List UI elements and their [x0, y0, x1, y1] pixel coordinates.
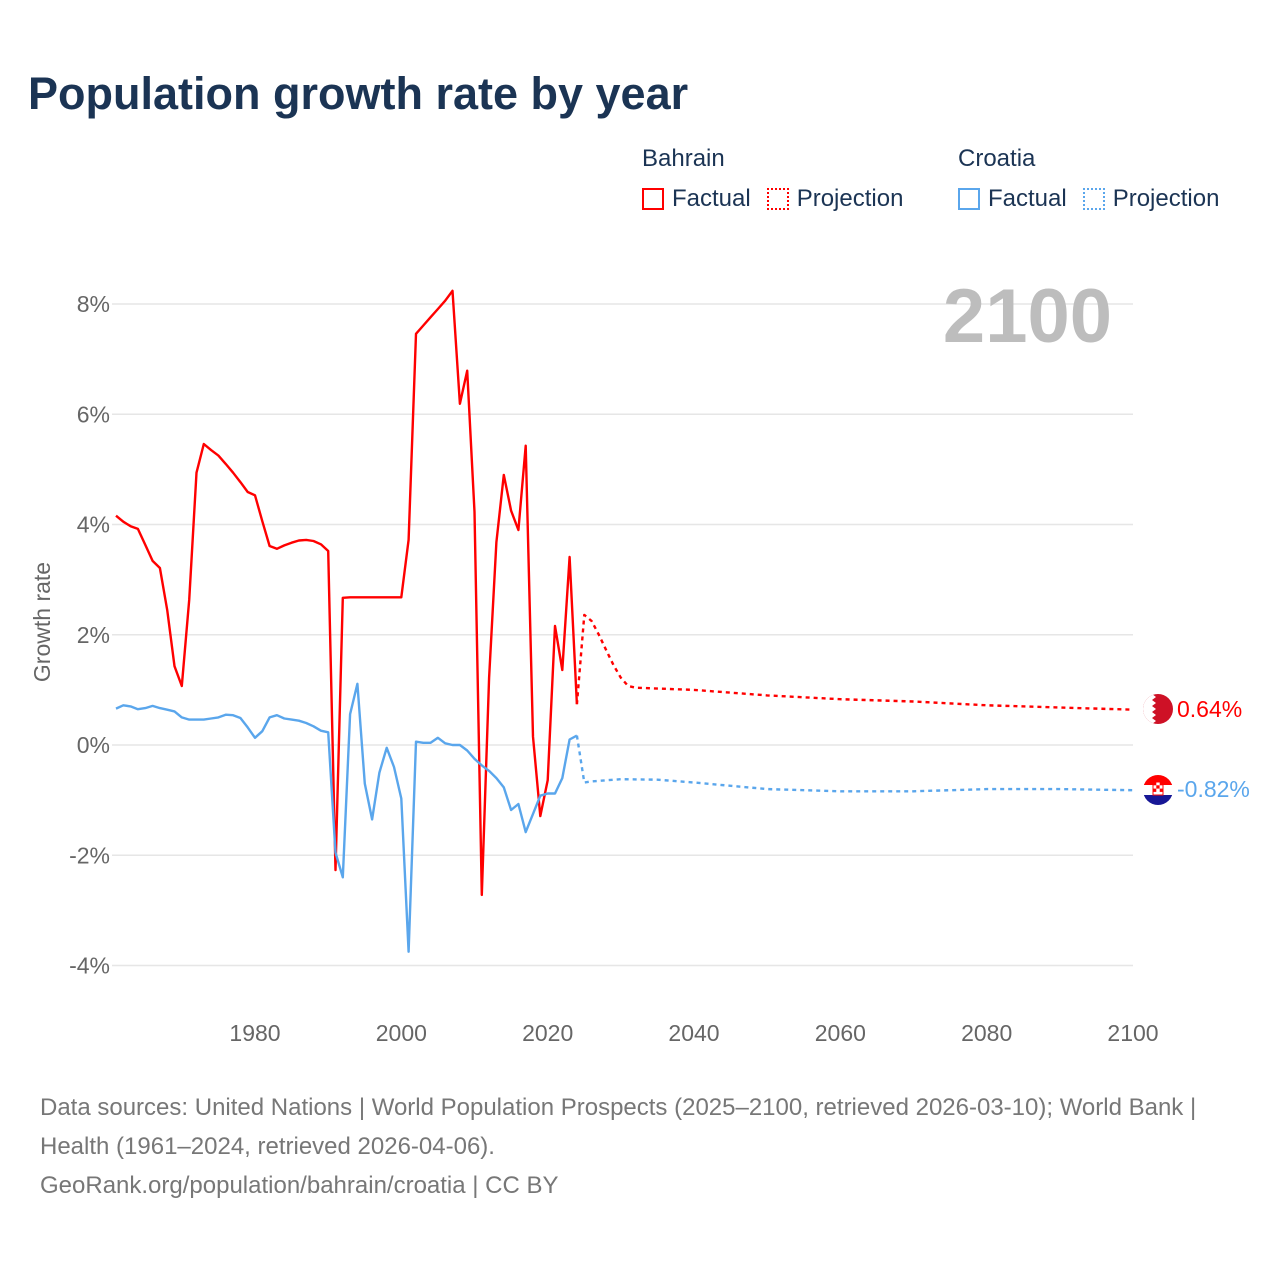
dotted-swatch-icon [766, 188, 789, 210]
footer: Data sources: United Nations | World Pop… [40, 1088, 1240, 1205]
y-tick-label: 0% [77, 732, 110, 758]
chart-title: Population growth rate by year [28, 68, 689, 119]
bahrain-factual-line [115, 289, 579, 897]
legend-item-croatia-factual[interactable]: Factual [958, 185, 1067, 213]
x-tick-label: 2000 [376, 1020, 427, 1046]
dotted-swatch-icon [1082, 188, 1105, 210]
legend-country-name: Croatia [958, 145, 1036, 172]
y-tick-label: 8% [77, 291, 110, 317]
x-tick-label: 2080 [961, 1020, 1012, 1046]
bahrain-projection-line [575, 613, 1134, 711]
series-lines [115, 289, 1134, 953]
y-tick-label: 6% [77, 401, 110, 427]
line-chart: 2100 Growth rate 8% 6% 4% 2% 0% -2% -4% 1980 20… [29, 274, 1250, 1046]
legend-croatia: Croatia Factual Projection [958, 145, 1235, 213]
solid-swatch-icon [642, 188, 664, 210]
end-labels: 0.64% -0.82% [1143, 694, 1250, 805]
data-sources: Data sources: United Nations | World Pop… [40, 1094, 1197, 1160]
bahrain-flag-icon [1143, 694, 1173, 724]
legend-label: Projection [796, 185, 904, 212]
y-axis-label: Growth rate [29, 562, 55, 682]
croatia-factual-line [115, 682, 578, 953]
x-tick-label: 2060 [815, 1020, 866, 1046]
legend-label: Factual [672, 185, 751, 212]
legend-bahrain: Bahrain Factual Projection [642, 145, 919, 213]
legend-country-name: Bahrain [642, 145, 725, 172]
x-tick-label: 2040 [668, 1020, 719, 1046]
legend-item-bahrain-factual[interactable]: Factual [642, 185, 751, 213]
legend-label: Factual [988, 185, 1067, 212]
y-ticks: 8% 6% 4% 2% 0% -2% -4% [69, 291, 110, 979]
y-tick-label: 2% [77, 622, 110, 648]
year-watermark: 2100 [943, 274, 1112, 359]
solid-swatch-icon [958, 188, 980, 210]
legend-label: Projection [1112, 185, 1220, 212]
credit-link[interactable]: GeoRank.org/population/bahrain/croatia |… [40, 1172, 559, 1199]
legend-item-croatia-projection[interactable]: Projection [1082, 185, 1220, 213]
x-ticks: 1980 2000 2020 2040 2060 2080 2100 [229, 1020, 1158, 1046]
gridlines [112, 303, 1133, 967]
bahrain-end-value: 0.64% [1177, 696, 1242, 722]
x-tick-label: 2020 [522, 1020, 573, 1046]
x-tick-label: 1980 [229, 1020, 280, 1046]
legend-item-bahrain-projection[interactable]: Projection [766, 185, 904, 213]
croatia-end-value: -0.82% [1177, 776, 1250, 802]
y-tick-label: -4% [69, 953, 110, 979]
croatia-flag-icon [1143, 775, 1173, 805]
croatia-projection-line [575, 735, 1134, 793]
x-tick-label: 2100 [1107, 1020, 1158, 1046]
y-tick-label: -2% [69, 842, 110, 868]
y-tick-label: 4% [77, 512, 110, 538]
